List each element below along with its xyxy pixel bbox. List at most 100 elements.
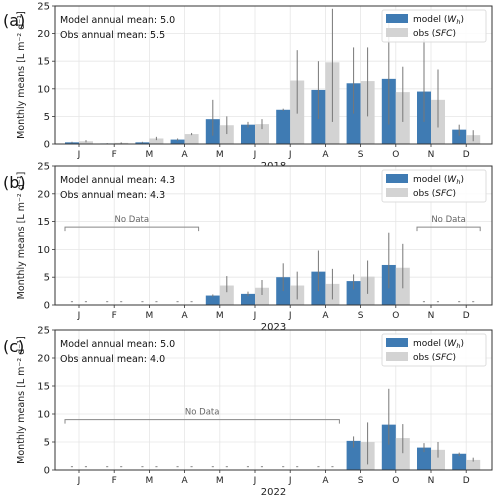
x-tick-label: D — [463, 311, 470, 321]
x-tick-label: M — [216, 150, 224, 160]
x-tick-label: D — [463, 150, 470, 160]
no-data-bracket — [416, 226, 481, 232]
missing-value-marker: - — [176, 462, 179, 471]
legend-entry: model (Wh) — [413, 175, 464, 186]
missing-value-marker: - — [190, 297, 193, 306]
missing-value-marker: - — [106, 462, 109, 471]
y-tick-label: 25 — [37, 326, 50, 337]
missing-value-marker: - — [437, 297, 440, 306]
y-tick-label: 25 — [37, 162, 50, 173]
obs-bar — [395, 438, 410, 470]
obs-bar — [255, 287, 269, 305]
missing-value-marker: - — [71, 462, 74, 471]
x-axis-label: 2023 — [261, 322, 286, 333]
panel-1: 0510152025JFMAMJJASOND2018Monthly means … — [3, 2, 493, 172]
model-bar — [205, 295, 220, 305]
annual-mean-annotation: Obs annual mean: 5.5 — [60, 30, 165, 41]
obs-bar — [219, 125, 234, 144]
legend: model (Wh) obs (SFC) — [381, 9, 487, 43]
missing-value-marker: - — [472, 297, 475, 306]
annual-mean-annotation: Obs annual mean: 4.0 — [60, 354, 165, 365]
missing-value-marker: - — [211, 462, 214, 471]
x-tick-label: N — [428, 311, 435, 321]
missing-value-marker: - — [71, 297, 74, 306]
missing-value-marker: - — [141, 462, 144, 471]
axes-frame — [54, 329, 493, 471]
missing-value-marker: - — [155, 462, 158, 471]
x-tick-label: A — [182, 150, 189, 160]
x-tick-label: A — [322, 476, 329, 486]
missing-value-marker: - — [85, 297, 88, 306]
legend-swatch — [386, 188, 408, 197]
x-tick-label: J — [288, 311, 292, 321]
legend-swatch — [386, 338, 408, 347]
missing-value-marker: - — [106, 297, 109, 306]
obs-bar — [219, 285, 234, 305]
no-data-label: No Data — [185, 408, 220, 418]
missing-value-marker: - — [120, 297, 123, 306]
legend-swatch — [386, 174, 408, 183]
missing-value-marker: - — [225, 462, 228, 471]
y-tick-label: 20 — [37, 189, 50, 200]
x-tick-label: S — [358, 476, 364, 486]
x-tick-label: O — [392, 150, 399, 160]
x-tick-label: A — [182, 476, 189, 486]
y-tick-label: 0 — [44, 140, 50, 151]
missing-value-marker: - — [261, 462, 264, 471]
model-bar — [346, 440, 361, 470]
model-bar — [241, 293, 255, 305]
model-bar — [170, 139, 185, 144]
x-tick-label: F — [112, 150, 117, 160]
model-bar — [65, 142, 79, 144]
x-tick-label: M — [216, 476, 224, 486]
panel-label: (b) — [3, 173, 26, 192]
y-tick-label: 20 — [37, 29, 50, 40]
y-tick-label: 15 — [37, 57, 50, 68]
missing-value-marker: - — [317, 462, 320, 471]
annual-mean-annotation: Model annual mean: 5.0 — [60, 15, 175, 26]
model-bar — [276, 109, 291, 144]
y-tick-label: 10 — [37, 410, 50, 421]
legend-swatch — [386, 28, 408, 37]
legend: model (Wh) obs (SFC) — [381, 169, 487, 203]
panel-label: (c) — [3, 337, 24, 356]
x-axis-label: 2022 — [261, 487, 286, 496]
x-tick-label: M — [146, 476, 154, 486]
obs-bar — [466, 459, 481, 470]
obs-bar — [149, 138, 164, 144]
missing-value-marker: - — [141, 297, 144, 306]
panel-3: 0 5 10 15 20 25 J F M A M J J A S O N D 2022 Monthly means … — [3, 326, 493, 496]
no-data-bracket — [64, 226, 200, 232]
model-bar — [346, 281, 361, 305]
missing-value-marker: - — [247, 462, 250, 471]
x-tick-label: A — [322, 150, 329, 160]
y-tick-label: 5 — [44, 438, 50, 449]
x-tick-label: J — [253, 150, 257, 160]
x-tick-label: M — [146, 311, 154, 321]
x-tick-label: O — [392, 476, 399, 486]
x-tick-label: J — [77, 150, 81, 160]
missing-value-marker: - — [155, 297, 158, 306]
axes-frame — [54, 5, 493, 145]
x-tick-label: N — [428, 150, 435, 160]
x-tick-label: J — [253, 476, 257, 486]
model-bar — [452, 453, 467, 470]
obs-bar — [431, 449, 445, 470]
missing-value-marker: - — [331, 462, 334, 471]
missing-value-marker: - — [176, 297, 179, 306]
legend-entry: obs (SFC) — [413, 353, 456, 363]
missing-value-marker: - — [423, 297, 426, 306]
y-axis-label: Monthly means [L m⁻² d⁻¹] — [16, 336, 27, 464]
y-tick-label: 5 — [44, 273, 50, 284]
y-tick-label: 15 — [37, 382, 50, 393]
x-tick-label: J — [77, 476, 81, 486]
x-tick-label: J — [253, 311, 257, 321]
y-tick-label: 20 — [37, 354, 50, 365]
legend: model (Wh) obs (SFC) — [381, 333, 487, 367]
panel-2: 0 5 10 15 20 25 J F M A M J J A S O N D 2023 Monthly means … — [3, 162, 493, 333]
x-tick-label: F — [112, 311, 117, 321]
obs-bar — [255, 124, 269, 144]
y-axis-label: Monthly means [L m⁻² d⁻¹] — [16, 172, 27, 300]
x-tick-label: F — [112, 476, 117, 486]
annual-mean-annotation: Model annual mean: 5.0 — [60, 339, 175, 350]
